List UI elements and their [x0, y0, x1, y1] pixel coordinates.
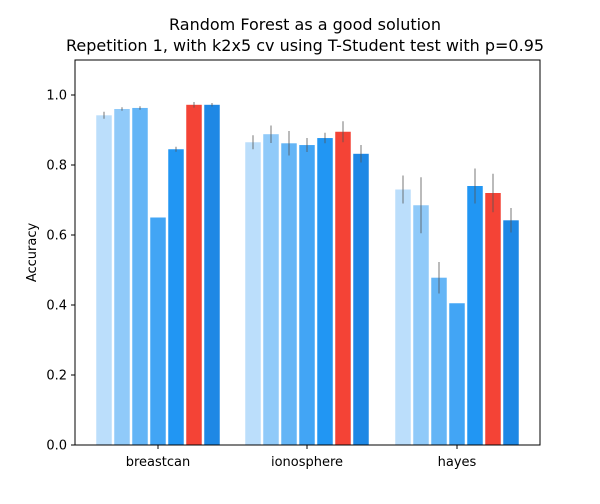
bar-hayes-0: [395, 189, 411, 445]
bar-ionosphere-4: [317, 138, 333, 446]
bar-hayes-1: [413, 205, 429, 445]
bar-breastcan-5: [186, 104, 202, 446]
bar-hayes-6: [503, 220, 519, 445]
bar-breastcan-6: [204, 104, 220, 446]
x-tick-label-breastcan: breastcan: [126, 455, 191, 470]
bar-breastcan-4: [168, 149, 184, 445]
y-tick-label: 0.8: [46, 159, 67, 174]
bar-hayes-4: [467, 186, 483, 445]
bar-ionosphere-3: [299, 145, 315, 446]
bar-ionosphere-6: [353, 153, 369, 446]
chart-title: Random Forest as a good solution: [169, 15, 441, 34]
y-tick-label: 1.0: [46, 89, 67, 104]
bar-breastcan-1: [114, 109, 130, 445]
y-tick-label: 0.6: [46, 229, 67, 244]
y-tick-label: 0.4: [46, 299, 67, 314]
bar-hayes-2: [431, 277, 447, 445]
chart-subtitle: Repetition 1, with k2x5 cv using T-Stude…: [66, 36, 544, 55]
bar-breastcan-2: [132, 107, 148, 445]
y-tick-label: 0.0: [46, 439, 67, 454]
x-tick-label-hayes: hayes: [438, 455, 477, 470]
plot-area: 0.0 0.2 0.4 0.6 0.8 1.0 breastcan ionosphere hay…: [46, 59, 541, 470]
bar-ionosphere-5: [335, 131, 351, 445]
bar-hayes-3: [449, 303, 465, 445]
y-axis-label: Accuracy: [25, 223, 40, 283]
bar-breastcan-3: [150, 217, 166, 445]
bar-hayes-5: [485, 193, 501, 445]
y-tick-label: 0.2: [46, 369, 67, 384]
bar-breastcan-0: [96, 115, 112, 446]
bar-ionosphere-2: [281, 143, 297, 446]
bar-ionosphere-1: [263, 134, 279, 445]
x-tick-label-ionosphere: ionosphere: [271, 455, 343, 470]
bar-ionosphere-0: [245, 142, 261, 445]
